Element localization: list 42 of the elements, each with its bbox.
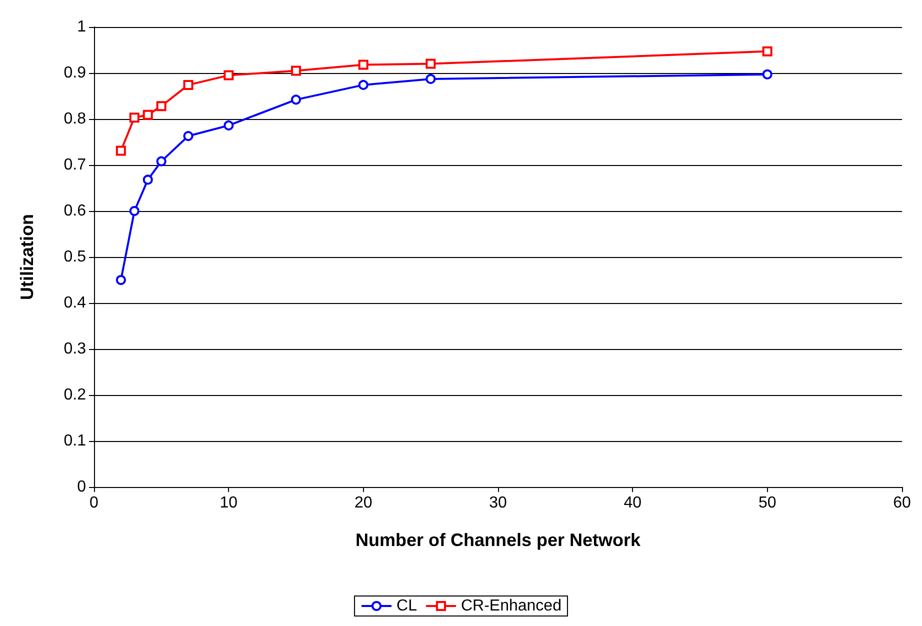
point [156,101,166,112]
legend-label: CR-Enhanced [460,598,562,614]
point [291,66,301,76]
y-axis-title: Utilization [17,214,37,300]
x-tick-label: 0 [90,494,99,512]
y-tick-label: 0.1 [64,432,86,450]
y-tick-label: 0.9 [64,64,86,82]
y-tick-label: 0.5 [64,248,86,266]
point [183,80,194,90]
x-tick-label: 40 [624,494,642,512]
y-tick-label: 0.8 [64,110,86,128]
y-tick-label: 0.7 [64,156,86,174]
x-tick-label: 50 [758,494,776,512]
point [426,58,436,69]
y-tick-label: 0.3 [64,340,86,358]
point [762,46,772,56]
point [358,60,368,70]
point [142,174,153,185]
point [129,206,140,216]
legend-label: CL [396,598,418,614]
point [116,146,126,156]
x-tick-label: 10 [220,494,238,512]
point [224,120,234,130]
point [142,110,153,120]
y-tick-label: 0.4 [64,294,86,312]
point [183,131,194,142]
y-tick-label: 0.6 [64,202,86,220]
point [291,94,301,105]
y-tick-label: 1 [77,18,86,36]
x-tick-label: 60 [893,494,911,512]
point [116,275,126,285]
x-axis-title: Number of Channels per Network [355,530,642,550]
point [156,156,166,166]
point [358,80,368,90]
x-tick-label: 20 [354,494,372,512]
point [426,74,436,84]
point [224,70,234,80]
point [762,69,772,80]
y-tick-label: 0 [77,478,86,496]
y-tick-label: 0.2 [64,386,86,404]
x-tick-label: 30 [489,494,507,512]
point [129,112,140,123]
